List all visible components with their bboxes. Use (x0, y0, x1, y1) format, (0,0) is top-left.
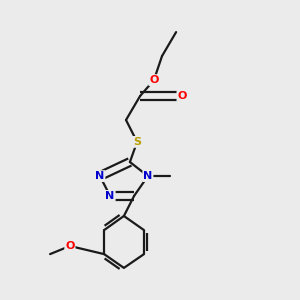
Text: N: N (143, 171, 152, 181)
Text: O: O (149, 75, 159, 85)
Text: N: N (106, 191, 115, 201)
Text: O: O (65, 241, 75, 251)
Text: S: S (133, 137, 141, 147)
Text: N: N (95, 171, 104, 181)
Text: O: O (177, 91, 187, 101)
